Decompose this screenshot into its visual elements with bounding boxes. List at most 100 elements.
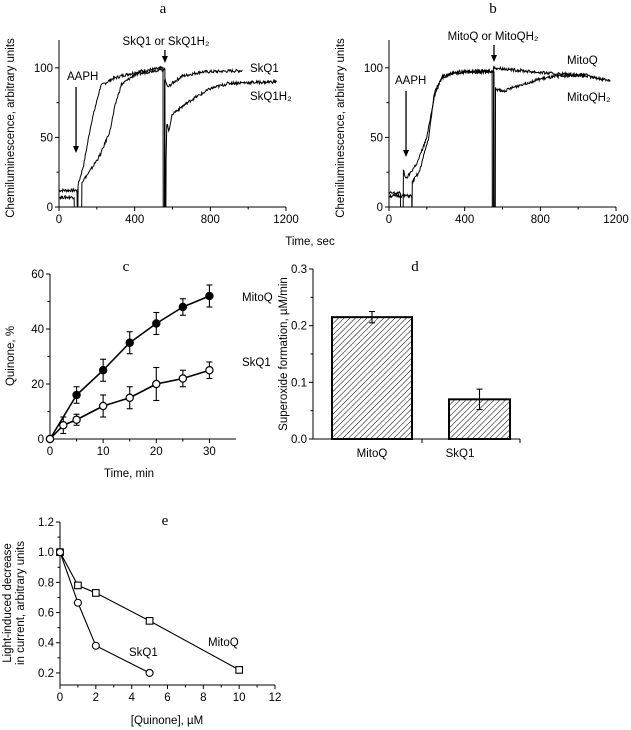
e-x-tick-label: 12 bbox=[269, 692, 282, 704]
c-point-skq1 bbox=[45, 434, 55, 444]
c-y-tick-label: 60 bbox=[31, 269, 44, 281]
c-point-skq1 bbox=[98, 401, 108, 411]
d-y-tick-label: 0.0 bbox=[291, 434, 307, 446]
c-point-skq1 bbox=[59, 421, 68, 430]
e-y-tick-label: 0.2 bbox=[38, 668, 54, 680]
c-point-mitoq bbox=[205, 291, 214, 301]
a-addition-label: SkQ1 or SkQ1H₂ bbox=[123, 36, 210, 48]
e-point-mitoq bbox=[235, 666, 244, 674]
a-addition-arrow-head bbox=[161, 56, 168, 63]
a-trace-skq1 bbox=[58, 65, 243, 208]
b-x-tick-label: 0 bbox=[386, 214, 392, 226]
b-x-tick-label: 400 bbox=[455, 214, 474, 226]
panel-label-c: c bbox=[123, 259, 130, 275]
a-x-tick-label: 400 bbox=[125, 214, 144, 226]
e-point-skq1 bbox=[145, 668, 154, 677]
c-point-mitoq bbox=[98, 366, 108, 375]
b-addition-label: MitoQ or MitoQH₂ bbox=[448, 31, 539, 43]
panel-label-b: b bbox=[489, 1, 497, 17]
d-category-skq1: SkQ1 bbox=[446, 448, 475, 460]
e-line-skq1 bbox=[59, 552, 150, 674]
e-y-tick-label: 0.4 bbox=[38, 638, 55, 650]
a-aaph-label: AAPH bbox=[67, 71, 98, 83]
e-y-tick-label: 0.6 bbox=[38, 608, 54, 620]
b-addition-arrow-head bbox=[490, 55, 497, 62]
c-x-tick-label: 20 bbox=[150, 446, 163, 458]
d-y-axis-label: Superoxide formation, µM/min bbox=[278, 277, 290, 431]
a-x-tick-label: 0 bbox=[56, 214, 62, 226]
e-y-tick-label: 1.2 bbox=[38, 517, 54, 529]
d-bar-mitoq bbox=[331, 316, 413, 440]
d-y-tick-label: 0.3 bbox=[291, 264, 307, 276]
e-point-mitoq bbox=[74, 581, 82, 590]
c-y-tick-label: 40 bbox=[31, 324, 44, 336]
c-point-skq1 bbox=[178, 374, 188, 383]
d-y-tick-label: 0.1 bbox=[291, 377, 307, 389]
b-y-axis-label: Chemiluminescence, arbitrary units bbox=[335, 38, 347, 218]
d-category-mitoq: MitoQ bbox=[357, 448, 388, 460]
b-y-tick-label: 50 bbox=[370, 132, 383, 144]
b-trace-mitoqh2 bbox=[388, 68, 588, 208]
b-aaph-label: AAPH bbox=[395, 75, 426, 87]
c-series-label-skq1: SkQ1 bbox=[242, 357, 271, 369]
e-point-mitoq bbox=[145, 617, 154, 625]
a-aaph-arrow-head bbox=[73, 146, 80, 153]
c-point-skq1 bbox=[72, 415, 81, 424]
panel-label-a: a bbox=[160, 1, 167, 17]
e-x-tick-label: 6 bbox=[164, 692, 170, 704]
b-trace-mitoq bbox=[388, 65, 611, 208]
c-point-mitoq bbox=[178, 302, 188, 312]
a-series-label-skq1h2: SkQ1H₂ bbox=[250, 91, 292, 103]
a-y-tick-label: 100 bbox=[34, 63, 53, 75]
c-y-axis-label: Quinone, % bbox=[5, 326, 17, 386]
e-series-label-mitoq: MitoQ bbox=[208, 637, 239, 649]
a-y-tick-label: 50 bbox=[40, 132, 53, 144]
c-point-skq1 bbox=[205, 366, 214, 375]
a-y-tick-label: 0 bbox=[47, 202, 53, 214]
c-point-mitoq bbox=[152, 319, 161, 328]
a-x-tick-label: 1200 bbox=[273, 214, 299, 226]
e-x-tick-label: 4 bbox=[128, 692, 135, 704]
e-point-skq1 bbox=[73, 598, 82, 607]
c-x-tick-label: 0 bbox=[47, 446, 53, 458]
e-series-label-skq1: SkQ1 bbox=[129, 647, 158, 659]
e-x-tick-label: 10 bbox=[233, 692, 246, 704]
b-aaph-arrow-head bbox=[403, 150, 410, 157]
c-x-axis-label: Time, min bbox=[104, 468, 154, 480]
e-point-mitoq bbox=[91, 589, 100, 597]
d-y-tick-label: 0.2 bbox=[291, 321, 307, 333]
b-y-tick-label: 100 bbox=[364, 63, 383, 75]
b-series-label-mitoqh2: MitoQH₂ bbox=[567, 92, 610, 104]
b-y-tick-label: 0 bbox=[377, 202, 383, 214]
e-y-axis-label-line1: Light-induced decrease bbox=[2, 543, 14, 663]
c-series-label-mitoq: MitoQ bbox=[242, 292, 273, 304]
e-y-axis-label-line2: in current, arbitrary units bbox=[15, 541, 27, 665]
e-y-tick-label: 1.0 bbox=[38, 547, 54, 559]
b-x-tick-label: 1200 bbox=[603, 214, 629, 226]
e-point-skq1 bbox=[55, 548, 65, 557]
c-x-tick-label: 10 bbox=[97, 446, 110, 458]
shared-x-axis-label: Time, sec bbox=[285, 236, 335, 248]
c-x-tick-label: 30 bbox=[203, 446, 216, 458]
e-x-axis-label: [Quinone], µM bbox=[131, 715, 203, 727]
e-x-tick-label: 0 bbox=[57, 692, 63, 704]
e-x-tick-label: 2 bbox=[93, 692, 99, 704]
c-y-tick-label: 20 bbox=[31, 379, 44, 391]
b-x-tick-label: 800 bbox=[531, 214, 550, 226]
a-x-tick-label: 800 bbox=[201, 214, 220, 226]
panel-label-e: e bbox=[162, 513, 169, 529]
e-x-tick-label: 8 bbox=[200, 692, 206, 704]
b-series-label-mitoq: MitoQ bbox=[567, 55, 598, 67]
a-series-label-skq1: SkQ1 bbox=[250, 63, 279, 75]
e-point-skq1 bbox=[91, 641, 100, 650]
c-point-skq1 bbox=[125, 393, 134, 402]
c-point-skq1 bbox=[152, 379, 161, 389]
c-point-mitoq bbox=[72, 390, 81, 400]
e-y-tick-label: 0.8 bbox=[38, 577, 54, 589]
panel-label-d: d bbox=[411, 259, 419, 275]
c-point-mitoq bbox=[125, 338, 134, 347]
c-y-tick-label: 0 bbox=[38, 434, 44, 446]
a-y-axis-label: Chemiluminescence, arbitrary units bbox=[5, 38, 17, 218]
a-trace-skq1h2 bbox=[58, 67, 277, 208]
